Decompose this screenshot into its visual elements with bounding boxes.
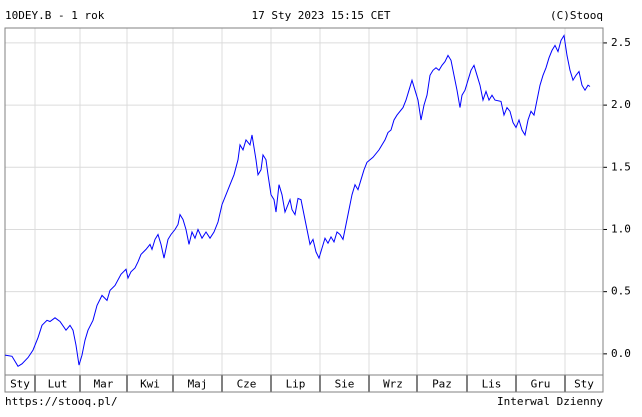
- y-tick-label: 0.0: [611, 347, 631, 360]
- axis-band: [4, 374, 604, 393]
- x-tick-label: Lut: [48, 378, 68, 391]
- copyright: (C)Stooq: [550, 9, 603, 22]
- x-tick-label: Mar: [94, 378, 114, 391]
- y-tick-label: 1.5: [611, 160, 631, 173]
- x-tick-label: Maj: [188, 378, 208, 391]
- y-tick-label: 0.5: [611, 285, 631, 298]
- chart-title: 10DEY.B - 1 rok: [5, 9, 105, 22]
- x-tick-label: Sty: [10, 378, 30, 391]
- chart-date: 17 Sty 2023 15:15 CET: [251, 9, 390, 22]
- price-line: [4, 34, 591, 367]
- footer-interval: Interwal Dzienny: [497, 395, 603, 408]
- x-tick-label: Lip: [286, 378, 306, 391]
- x-tick-label: Sty: [574, 378, 594, 391]
- x-tick-label: Sie: [335, 378, 355, 391]
- y-tick-label: 2.5: [611, 36, 631, 49]
- x-tick-label: Wrz: [383, 378, 403, 391]
- y-tick-label: 1.0: [611, 222, 631, 235]
- x-tick-label: Gru: [531, 378, 551, 391]
- y-tick-label: 2.0: [611, 98, 631, 111]
- x-tick-label: Cze: [237, 378, 257, 391]
- x-tick-label: Kwi: [140, 378, 160, 391]
- footer-url: https://stooq.pl/: [5, 395, 118, 408]
- x-tick-label: Paz: [432, 378, 452, 391]
- x-tick-label: Lis: [482, 378, 502, 391]
